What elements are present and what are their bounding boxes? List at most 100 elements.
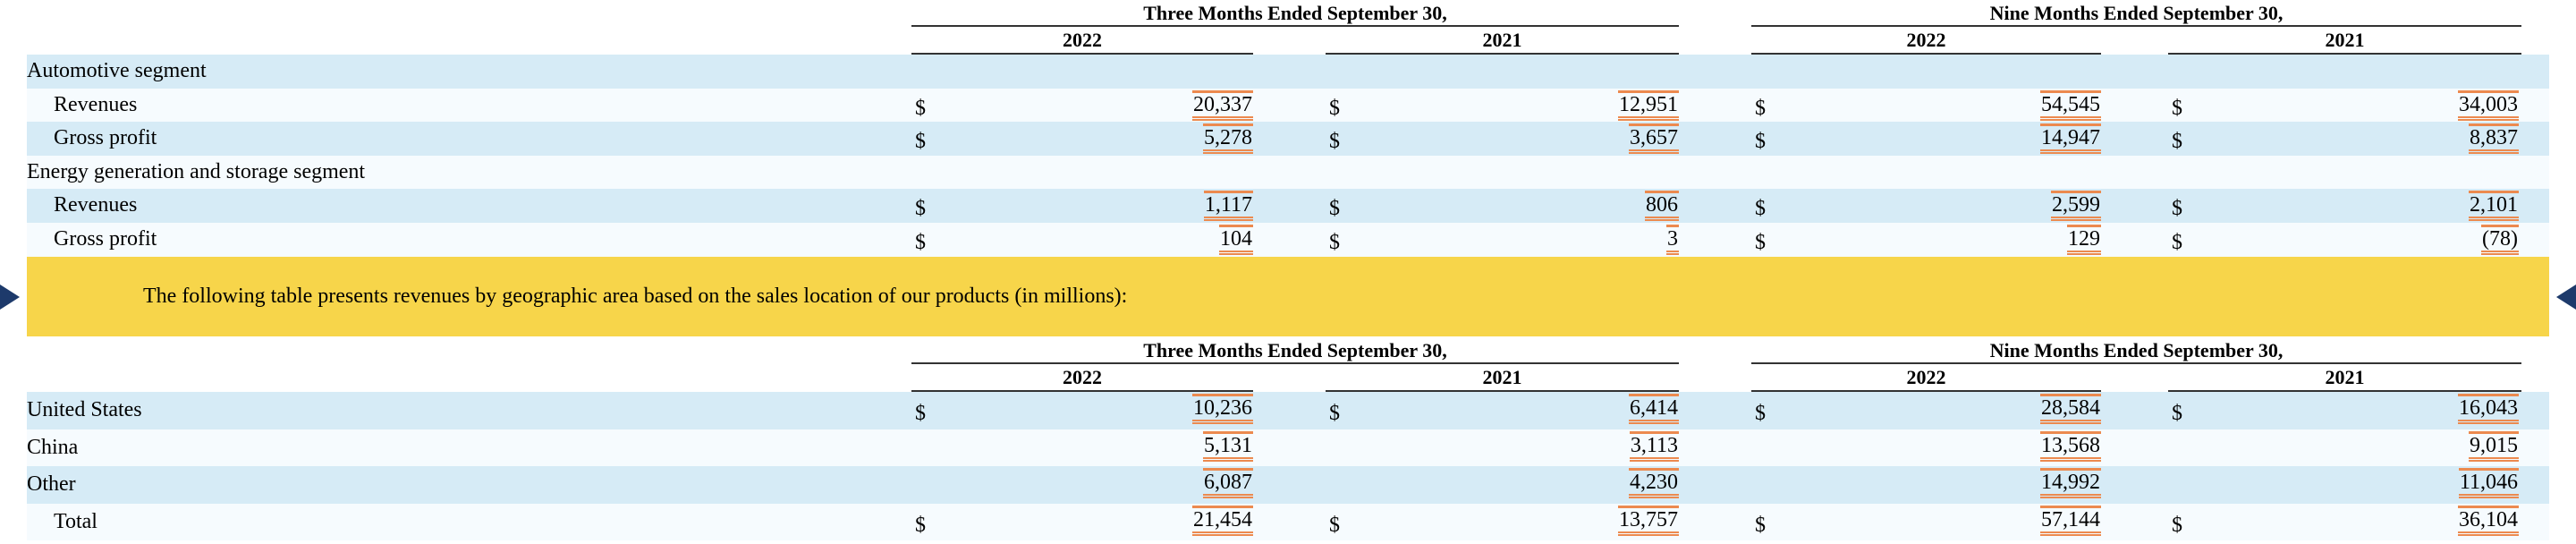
value: 6,414 <box>1629 394 1679 424</box>
header-rule <box>911 362 1679 364</box>
value-cell: 13,568 <box>1833 431 2101 462</box>
value-cell: 10,236 <box>985 394 1253 424</box>
value: 129 <box>2067 225 2101 255</box>
value-cell: 3 <box>1411 225 1679 255</box>
table-row <box>27 189 2549 223</box>
currency-sign: $ <box>1329 192 1340 226</box>
table-row <box>27 429 2549 467</box>
value: 4,230 <box>1629 468 1679 498</box>
value-cell: 2,101 <box>2250 191 2519 221</box>
right-arrow[interactable] <box>2555 279 2576 315</box>
value-cell: 14,947 <box>1833 123 2101 154</box>
currency-sign: $ <box>915 192 926 226</box>
value-cell: 6,087 <box>985 468 1253 498</box>
value: 12,951 <box>1618 90 1679 121</box>
table-row <box>27 122 2549 156</box>
row-label: Revenues <box>54 89 137 123</box>
value-cell: 3,113 <box>1411 431 1679 462</box>
value-cell: 28,584 <box>1833 394 2101 424</box>
row-label: Revenues <box>54 189 137 223</box>
currency-sign: $ <box>2172 395 2182 433</box>
value-cell: 4,230 <box>1411 468 1679 498</box>
currency-sign: $ <box>1755 226 1766 260</box>
value-cell: 806 <box>1411 191 1679 221</box>
value: 14,947 <box>2040 123 2101 154</box>
value: 806 <box>1645 191 1679 221</box>
row-label: Other <box>27 466 76 504</box>
header-rule <box>911 25 1679 27</box>
value-cell: 6,414 <box>1411 394 1679 424</box>
value: 28,584 <box>2040 394 2101 424</box>
table-row <box>27 466 2549 504</box>
value: 3 <box>1666 225 1679 255</box>
currency-sign: $ <box>2172 125 2182 159</box>
column-group-header: Nine Months Ended September 30, <box>1751 339 2521 362</box>
year-header: 2021 <box>1326 29 1679 52</box>
value-cell: 11,046 <box>2250 468 2519 498</box>
value: 10,236 <box>1192 394 1253 424</box>
header-rule <box>1751 25 2521 27</box>
value-cell: 2,599 <box>1833 191 2101 221</box>
left-arrow[interactable] <box>0 279 21 315</box>
table-row <box>27 55 2549 89</box>
value-cell: 21,454 <box>985 506 1253 536</box>
currency-sign: $ <box>915 507 926 544</box>
column-group-header: Three Months Ended September 30, <box>911 2 1679 25</box>
value-cell: 54,545 <box>1833 90 2101 121</box>
row-label: Total <box>54 504 97 541</box>
value-cell: 34,003 <box>2250 90 2519 121</box>
value-cell: 1,117 <box>985 191 1253 221</box>
currency-sign: $ <box>2172 507 2182 544</box>
table-row <box>27 89 2549 123</box>
value: 2,599 <box>2051 191 2101 221</box>
value: 6,087 <box>1203 468 1253 498</box>
column-group-header: Three Months Ended September 30, <box>911 339 1679 362</box>
currency-sign: $ <box>915 226 926 260</box>
value-cell: 13,757 <box>1411 506 1679 536</box>
value: 2,101 <box>2469 191 2519 221</box>
row-label: United States <box>27 392 142 429</box>
currency-sign: $ <box>915 395 926 433</box>
value: 5,278 <box>1203 123 1253 154</box>
currency-sign: $ <box>1329 226 1340 260</box>
year-header: 2022 <box>1751 29 2101 52</box>
value: (78) <box>2481 225 2519 255</box>
value-cell: 16,043 <box>2250 394 2519 424</box>
banner-text: The following table presents revenues by… <box>143 283 1127 310</box>
value-cell: 8,837 <box>2250 123 2519 154</box>
value-cell: 5,278 <box>985 123 1253 154</box>
column-group-header: Nine Months Ended September 30, <box>1751 2 2521 25</box>
table-row <box>27 156 2549 190</box>
table-row <box>27 504 2549 541</box>
value-cell: 12,951 <box>1411 90 1679 121</box>
currency-sign: $ <box>1755 125 1766 159</box>
row-label: Gross profit <box>54 122 157 156</box>
value-cell: 104 <box>985 225 1253 255</box>
currency-sign: $ <box>1755 192 1766 226</box>
row-label: Gross profit <box>54 223 157 257</box>
value: 9,015 <box>2469 431 2519 462</box>
value-cell: 57,144 <box>1833 506 2101 536</box>
currency-sign: $ <box>1329 125 1340 159</box>
currency-sign: $ <box>1329 92 1340 126</box>
table-row <box>27 223 2549 257</box>
value: 21,454 <box>1192 506 1253 536</box>
value: 3,657 <box>1629 123 1679 154</box>
value: 13,757 <box>1618 506 1679 536</box>
value: 20,337 <box>1192 90 1253 121</box>
row-label: China <box>27 429 78 467</box>
currency-sign: $ <box>915 125 926 159</box>
value-cell: 129 <box>1833 225 2101 255</box>
value: 1,117 <box>1204 191 1253 221</box>
value: 54,545 <box>2040 90 2101 121</box>
row-label: Energy generation and storage segment <box>27 156 365 190</box>
value-cell: 5,131 <box>985 431 1253 462</box>
value: 104 <box>1219 225 1253 255</box>
value: 16,043 <box>2458 394 2519 424</box>
value: 11,046 <box>2459 468 2519 498</box>
value-cell: 3,657 <box>1411 123 1679 154</box>
value: 36,104 <box>2458 506 2519 536</box>
table-row <box>27 392 2549 429</box>
value: 5,131 <box>1203 431 1253 462</box>
